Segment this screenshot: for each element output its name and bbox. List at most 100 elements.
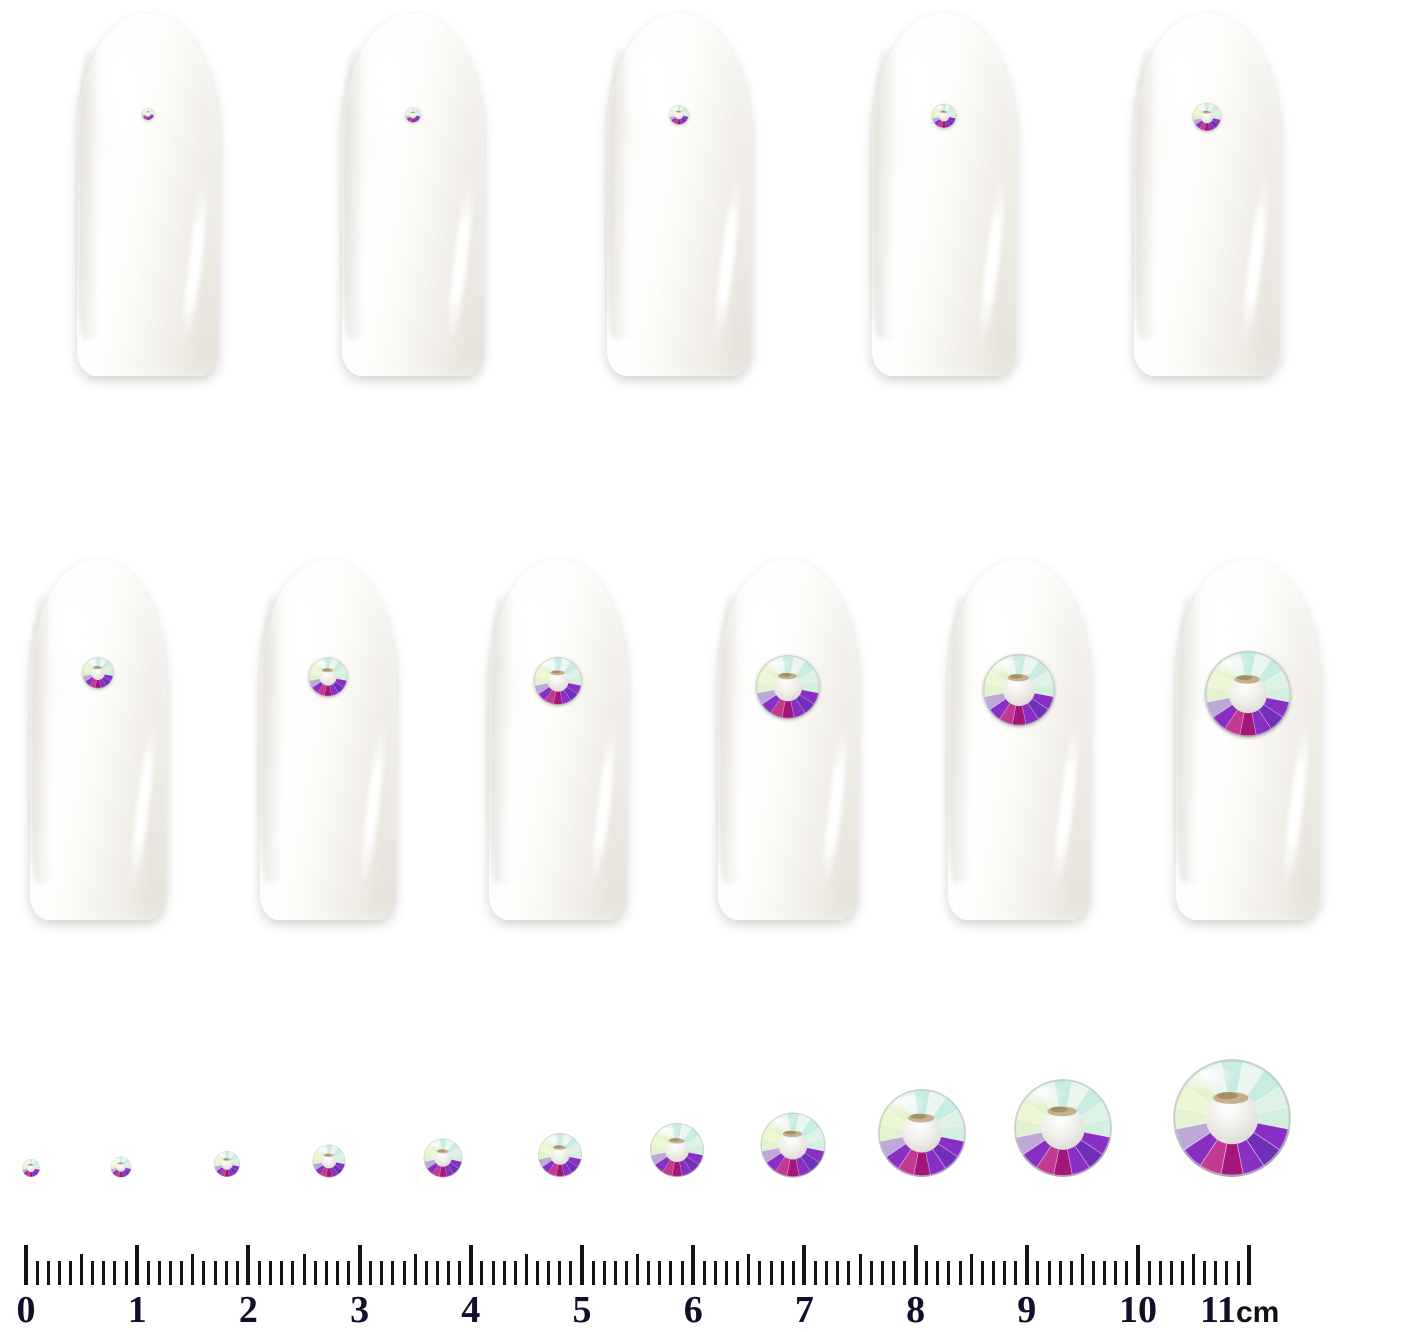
ruler-tick-mm: [536, 1261, 540, 1285]
rhinestone-ss8: [932, 104, 956, 128]
rhinestone-ss8: [312, 1144, 346, 1177]
rhinestone-ss34: [983, 654, 1055, 726]
ruler-tick-mm: [213, 1261, 217, 1285]
nail-edge-shade: [872, 50, 896, 340]
ruler-tick-mm: [713, 1261, 717, 1285]
rhinestone-ss40: [1173, 1059, 1291, 1177]
ruler-tick-mm: [613, 1261, 617, 1285]
rhinestone-ss12: [82, 657, 114, 689]
ruler-tick-cm: [1024, 1245, 1029, 1285]
ruler-tick-mm: [169, 1261, 173, 1285]
nail-sample-ss4: [342, 14, 484, 376]
ruler-tick-mm: [258, 1261, 262, 1285]
ruler-tick-mm: [936, 1261, 940, 1285]
nail-edge-shade: [1134, 50, 1158, 340]
ruler-tick-mm: [458, 1261, 462, 1285]
ruler-tick-mm: [224, 1261, 228, 1285]
nail-sample-ss34: [948, 560, 1090, 920]
strip-item-ss40: [1162, 1059, 1302, 1217]
rhinestone-ss30: [756, 655, 820, 719]
nail-highlight-soft: [96, 35, 157, 174]
ruler-tick-cm: [468, 1245, 473, 1285]
ruler-tick-mm: [1069, 1261, 1073, 1285]
ruler-tick-mm: [447, 1261, 451, 1285]
ruler-number-10: 10: [1119, 1289, 1157, 1331]
ruler-tick-mm: [725, 1261, 729, 1285]
ruler-tick-cm: [357, 1245, 362, 1285]
ruler-tick-mm: [791, 1261, 795, 1285]
ruler-tick-mm: [814, 1261, 818, 1285]
ruler-tick-half: [302, 1254, 306, 1285]
nail-edge-shade: [30, 596, 52, 884]
ruler-tick-mm: [847, 1261, 851, 1285]
ruler-tick-mm: [947, 1261, 951, 1285]
rhinestone-ss20: [760, 1112, 826, 1177]
nail-edge-shade: [489, 596, 512, 884]
ruler-tick-cm: [135, 1245, 140, 1285]
artificial-nail: [1176, 560, 1320, 920]
nail-edge-shade: [260, 596, 282, 884]
artificial-nail: [607, 14, 751, 376]
nail-edge-shade: [342, 50, 365, 340]
nail-sample-ss40: [1176, 560, 1320, 920]
strip-item-ss12: [490, 1133, 630, 1217]
artificial-nail: [872, 14, 1016, 376]
artificial-nail: [30, 560, 166, 920]
ruler-number-0: 0: [16, 1289, 36, 1331]
ruler-tick-mm: [1114, 1261, 1118, 1285]
ruler-tick-mm: [925, 1261, 929, 1285]
ruler-tick-mm: [836, 1261, 840, 1285]
ruler-tick-mm: [702, 1261, 706, 1285]
ruler-tick-mm: [980, 1261, 984, 1285]
ruler-number-9: 9: [1017, 1289, 1037, 1331]
strip-item-ss4: [51, 1156, 191, 1217]
ruler-tick-cm: [580, 1245, 584, 1285]
ruler-tick-mm: [291, 1261, 295, 1285]
ruler-tick-mm: [124, 1261, 128, 1285]
ruler-tick-mm: [991, 1261, 995, 1285]
ruler-tick-mm: [502, 1261, 506, 1285]
nail-edge-shade: [948, 596, 971, 884]
ruler-tick-mm: [1014, 1261, 1018, 1285]
ruler-tick-mm: [1214, 1261, 1218, 1285]
ruler-tick-mm: [602, 1261, 606, 1285]
rhinestone-ss40: [1205, 651, 1291, 737]
artificial-nail: [489, 560, 627, 920]
ruler-tick-mm: [146, 1261, 150, 1285]
ruler-tick-mm: [1158, 1261, 1162, 1285]
ruler-tick-mm: [591, 1261, 595, 1285]
rhinestone-ss4: [405, 107, 421, 123]
ruler-tick-mm: [780, 1261, 784, 1285]
nail-highlight-streak: [710, 173, 745, 348]
ruler-number-3: 3: [350, 1289, 370, 1331]
rhinestone-ss30: [878, 1089, 966, 1177]
ruler-tick-mm: [435, 1261, 439, 1285]
strip-item-ss16: [607, 1123, 747, 1217]
nail-highlight-streak: [1279, 718, 1314, 892]
ruler-tick-mm: [1125, 1261, 1129, 1285]
rhinestone-ss16: [308, 657, 348, 697]
nail-highlight-streak: [818, 718, 852, 892]
ruler-number-8: 8: [906, 1289, 926, 1331]
ruler-tick-mm: [313, 1261, 317, 1285]
ruler-tick-mm: [335, 1261, 339, 1285]
rhinestone-ss10: [423, 1138, 463, 1177]
ruler-number-6: 6: [683, 1289, 703, 1331]
ruler-tick-mm: [513, 1261, 517, 1285]
rhinestone-ss34: [1014, 1079, 1112, 1177]
ruler-tick-mm: [1092, 1261, 1096, 1285]
ruler-tick-mm: [402, 1261, 406, 1285]
ruler-tick-cm: [246, 1245, 251, 1285]
artificial-nail: [342, 14, 484, 376]
ruler-tick-mm: [346, 1261, 350, 1285]
nail-sample-ss30: [718, 560, 858, 920]
ruler-tick-mm: [46, 1261, 50, 1285]
ruler-tick-half: [191, 1254, 195, 1285]
ruler-tick-mm: [1147, 1261, 1151, 1285]
ruler-tick-mm: [324, 1261, 328, 1285]
rhinestone-ss20: [534, 657, 582, 705]
ruler-tick-mm: [1169, 1261, 1173, 1285]
ruler-tick-mm: [769, 1261, 773, 1285]
ruler-tick-mm: [1003, 1261, 1007, 1285]
